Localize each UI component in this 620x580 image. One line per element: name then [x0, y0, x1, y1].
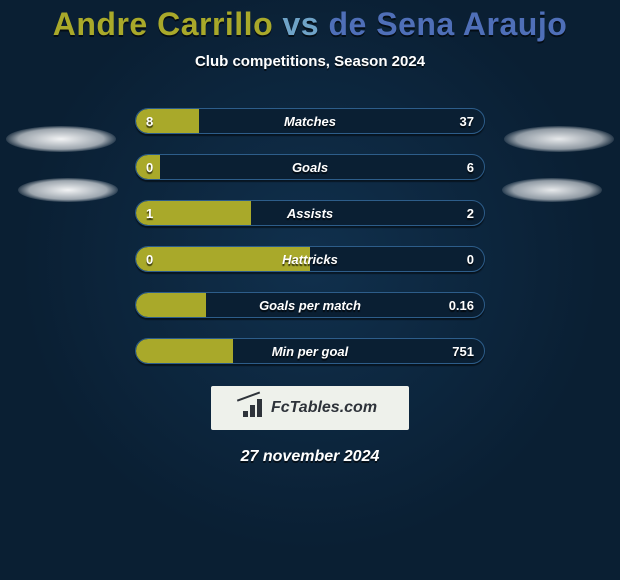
spotlight-right-1 [504, 126, 614, 152]
stat-rows: 8Matches370Goals61Assists20Hattricks0Goa… [135, 108, 485, 364]
stat-value-right: 2 [467, 201, 474, 226]
stat-value-right: 37 [460, 109, 474, 134]
stat-label: Goals per match [136, 293, 484, 318]
stat-label: Assists [136, 201, 484, 226]
stat-label: Goals [136, 155, 484, 180]
stat-row: 0Goals6 [135, 154, 485, 180]
title-player2: de Sena Araujo [328, 6, 567, 42]
subtitle: Club competitions, Season 2024 [0, 53, 620, 70]
logo-text: FcTables.com [271, 399, 377, 417]
title-vs: vs [283, 6, 320, 42]
stat-value-right: 751 [452, 339, 474, 364]
stat-label: Matches [136, 109, 484, 134]
stat-row: 0Hattricks0 [135, 246, 485, 272]
stat-row: Min per goal751 [135, 338, 485, 364]
spotlight-left-1 [6, 126, 116, 152]
stat-value-right: 0.16 [449, 293, 474, 318]
stat-row: 8Matches37 [135, 108, 485, 134]
stat-label: Hattricks [136, 247, 484, 272]
stat-row: 1Assists2 [135, 200, 485, 226]
comparison-card: Andre Carrillo vs de Sena Araujo Club co… [0, 0, 620, 580]
title-player1: Andre Carrillo [53, 6, 273, 42]
date-text: 27 november 2024 [0, 448, 620, 466]
fctables-logo: FcTables.com [211, 386, 409, 430]
stat-value-right: 6 [467, 155, 474, 180]
stat-row: Goals per match0.16 [135, 292, 485, 318]
bar-chart-icon [243, 399, 265, 417]
stat-label: Min per goal [136, 339, 484, 364]
spotlight-right-2 [502, 178, 602, 202]
spotlight-left-2 [18, 178, 118, 202]
stat-value-right: 0 [467, 247, 474, 272]
page-title: Andre Carrillo vs de Sena Araujo [0, 0, 620, 43]
